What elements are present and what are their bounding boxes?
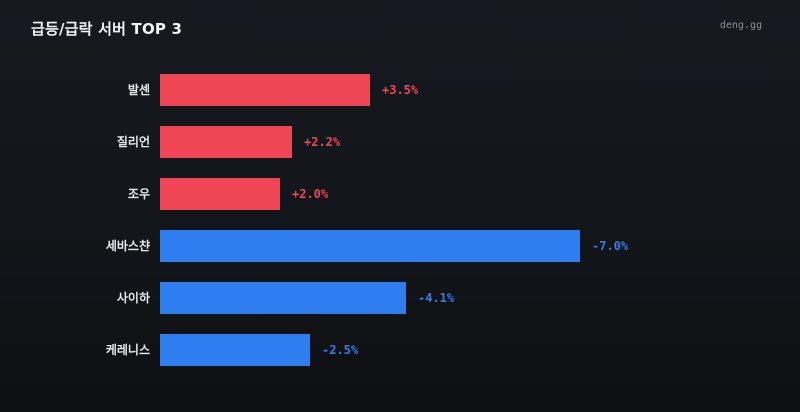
value-label: -2.5% [322, 343, 359, 357]
category-label: 조우 [128, 187, 150, 201]
category-label: 세바스챤 [106, 238, 150, 253]
category-label: 사이하 [117, 290, 150, 305]
bar-rise [160, 178, 280, 210]
brand-label: deng.gg [719, 20, 762, 31]
value-label: +3.5% [382, 83, 419, 97]
value-label: +2.2% [304, 135, 341, 149]
bar-fall [160, 282, 406, 314]
bar-rise [160, 126, 292, 158]
value-label: -4.1% [418, 291, 455, 305]
value-label: +2.0% [292, 187, 329, 201]
bar-fall [160, 230, 580, 262]
category-label: 케레니스 [106, 342, 150, 357]
bar-fall [160, 334, 310, 366]
category-label: 발센 [128, 82, 150, 97]
bar-rise [160, 74, 370, 106]
chart-title: 급등/급락 서버 TOP 3 [31, 20, 183, 38]
value-label: -7.0% [592, 239, 629, 253]
category-label: 질리언 [117, 134, 150, 149]
